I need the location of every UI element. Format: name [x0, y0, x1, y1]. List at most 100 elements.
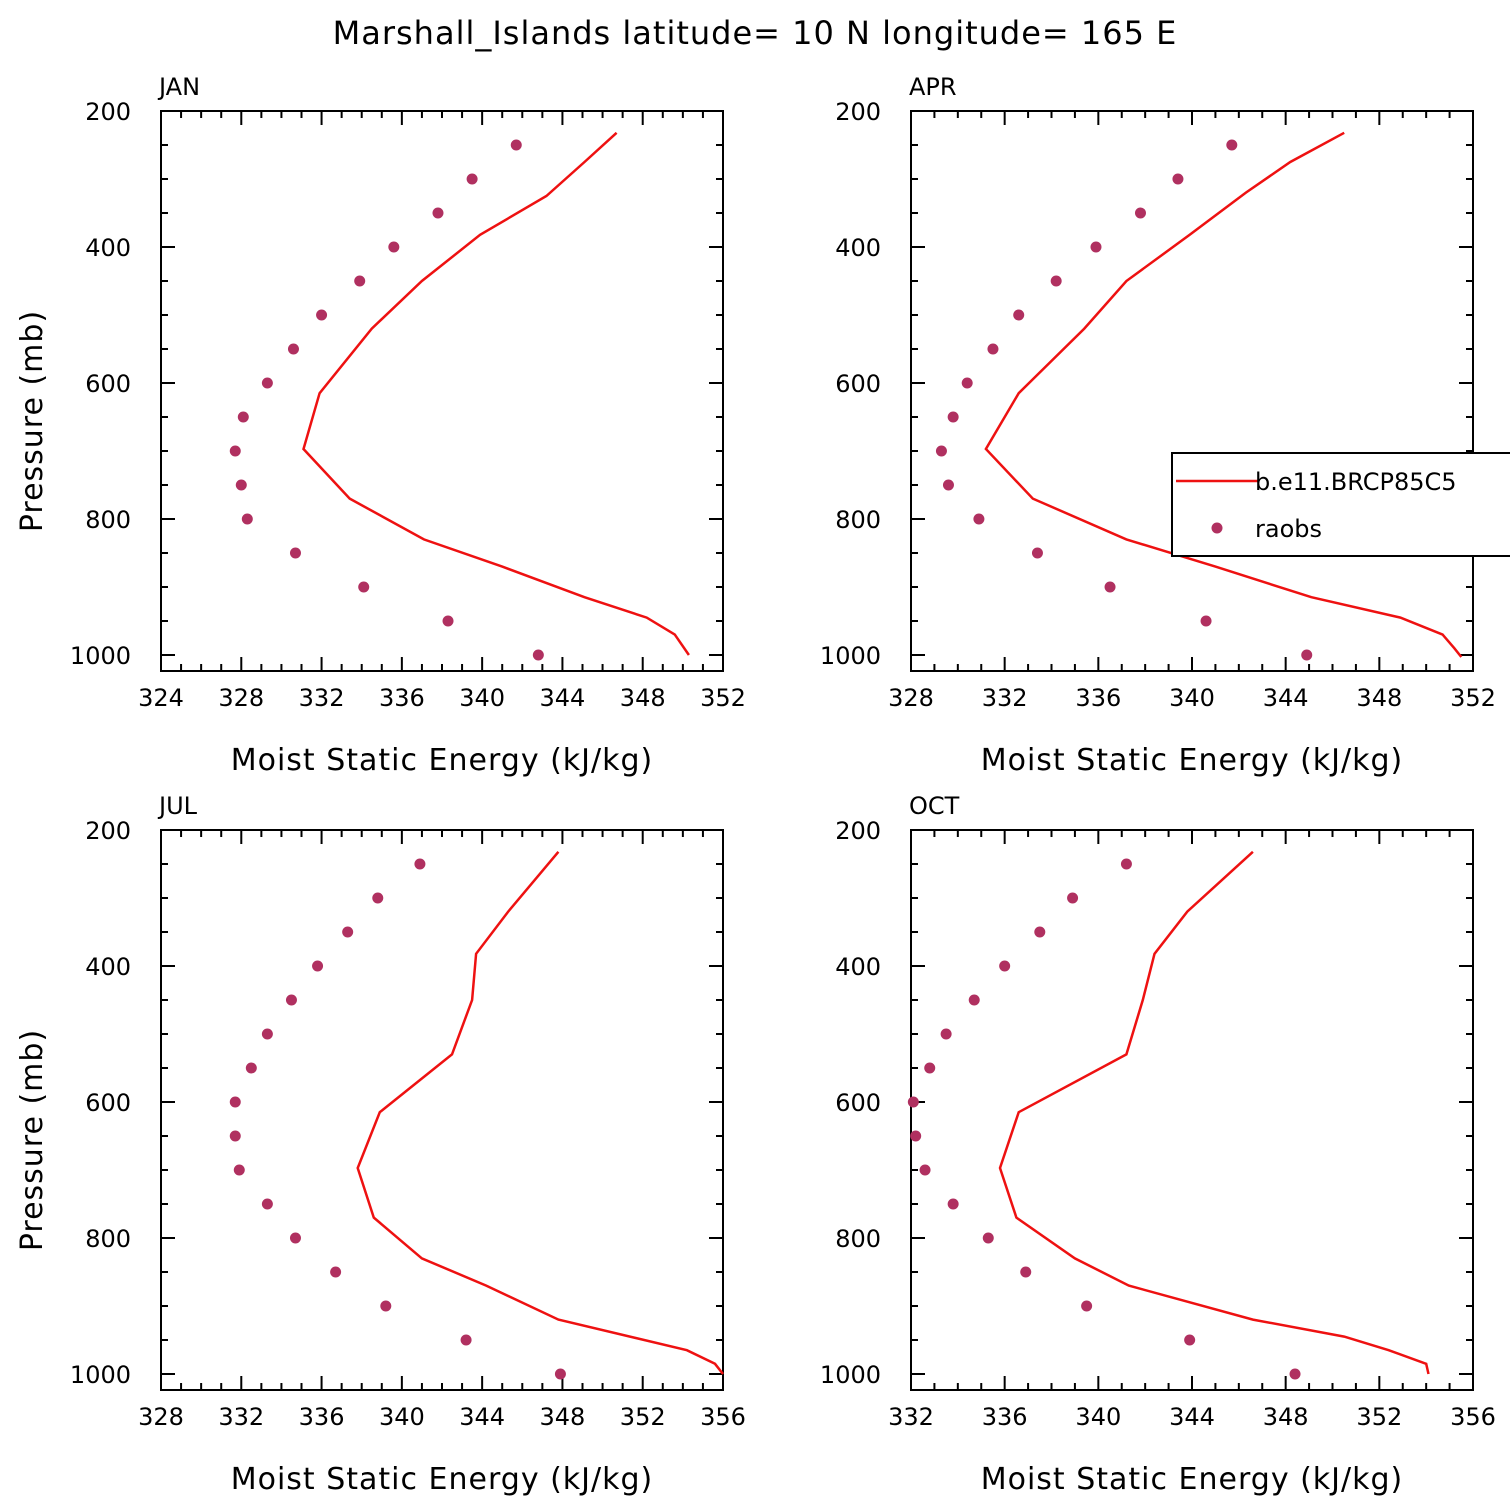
x-tick-label: 336 [982, 1403, 1028, 1431]
x-tick-label: 344 [1169, 1403, 1215, 1431]
y-tick-label: 400 [85, 234, 131, 262]
raobs-point [1184, 1334, 1196, 1346]
y-tick-label: 1000 [70, 642, 131, 670]
x-tick-label: 340 [459, 684, 505, 712]
x-tick-label: 344 [1263, 684, 1309, 712]
x-tick-label: 336 [1075, 684, 1121, 712]
raobs-point [1172, 173, 1184, 185]
raobs-point [261, 1198, 273, 1210]
raobs-point [229, 1096, 241, 1108]
raobs-point [999, 960, 1011, 972]
raobs-point [289, 1232, 301, 1244]
raobs-point [466, 173, 478, 185]
x-tick-label: 348 [620, 684, 666, 712]
panel-label: APR [909, 73, 957, 101]
raobs-point [316, 309, 328, 321]
legend-label-model: b.e11.BRCP85C5 [1255, 468, 1457, 496]
raobs-point [229, 445, 241, 457]
raobs-point [1226, 139, 1238, 151]
y-tick-label: 800 [835, 1225, 881, 1253]
x-tick-label: 332 [888, 1403, 934, 1431]
raobs-point [245, 1062, 257, 1074]
x-tick-label: 348 [1356, 684, 1402, 712]
x-tick-label: 352 [700, 684, 746, 712]
raobs-point [1104, 581, 1116, 593]
x-tick-label: 348 [540, 1403, 586, 1431]
raobs-point [554, 1368, 566, 1380]
raobs-point [380, 1300, 392, 1312]
y-tick-label: 200 [85, 98, 131, 126]
series-line-model [302, 131, 690, 656]
raobs-point [532, 649, 544, 661]
plot-frame [910, 829, 1474, 1391]
raobs-point [907, 1096, 919, 1108]
x-tick-label: 336 [299, 1403, 345, 1431]
x-tick-label: 344 [459, 1403, 505, 1431]
raobs-point [510, 139, 522, 151]
raobs-point [935, 445, 947, 457]
raobs-point [285, 994, 297, 1006]
raobs-point [947, 411, 959, 423]
legend-dot-swatch [1211, 522, 1223, 534]
raobs-point [237, 411, 249, 423]
raobs-point [1067, 892, 1079, 904]
x-axis-title: Moist Static Energy (kJ/kg) [981, 743, 1404, 778]
y-tick-label: 1000 [820, 642, 881, 670]
x-axis-title: Moist Static Energy (kJ/kg) [231, 743, 654, 778]
raobs-point [261, 1028, 273, 1040]
raobs-point [261, 377, 273, 389]
series-line-model [356, 850, 724, 1375]
x-tick-label: 352 [1356, 1403, 1402, 1431]
raobs-point [1289, 1368, 1301, 1380]
raobs-point [968, 994, 980, 1006]
panel-oct: OCT 332 336 340 344 348 352 356 200 400 600 800 1000… [820, 792, 1496, 1497]
raobs-point [388, 241, 400, 253]
raobs-point [372, 892, 384, 904]
y-tick-label: 200 [835, 817, 881, 845]
raobs-point [1081, 1300, 1093, 1312]
legend-label-raobs: raobs [1255, 515, 1322, 543]
x-tick-label: 332 [299, 684, 345, 712]
y-tick-label: 800 [85, 1225, 131, 1253]
y-tick-label: 200 [835, 98, 881, 126]
x-tick-label: 356 [1450, 1403, 1496, 1431]
raobs-point [1020, 1266, 1032, 1278]
panel-label: JUL [157, 792, 198, 820]
plot-frame [160, 110, 724, 672]
panel-apr: APR 328 332 336 340 344 348 352 200 400 600 800 1000… [820, 73, 1510, 778]
x-tick-label: 324 [138, 684, 184, 712]
x-tick-label: 328 [888, 684, 934, 712]
y-axis-title: Pressure (mb) [15, 310, 50, 532]
x-tick-label: 340 [1169, 684, 1215, 712]
raobs-point [1013, 309, 1025, 321]
x-tick-label: 328 [218, 684, 264, 712]
y-tick-label: 400 [835, 953, 881, 981]
panels-group: JAN 324 328 332 336 340 344 348 352 200 400 600 800 1… [15, 73, 1510, 1497]
x-axis-title: Moist Static Energy (kJ/kg) [981, 1462, 1404, 1497]
raobs-point [1031, 547, 1043, 559]
raobs-point [947, 1198, 959, 1210]
x-tick-label: 336 [379, 684, 425, 712]
y-tick-label: 600 [85, 1089, 131, 1117]
raobs-point [924, 1062, 936, 1074]
x-tick-label: 352 [1450, 684, 1496, 712]
raobs-point [910, 1130, 922, 1142]
x-tick-label: 344 [540, 684, 586, 712]
x-tick-label: 340 [1075, 1403, 1121, 1431]
x-tick-label: 348 [1263, 1403, 1309, 1431]
y-tick-label: 200 [85, 817, 131, 845]
x-tick-label: 352 [620, 1403, 666, 1431]
legend-box [1171, 452, 1510, 557]
raobs-point [330, 1266, 342, 1278]
raobs-point [229, 1130, 241, 1142]
raobs-point [1034, 926, 1046, 938]
y-tick-label: 800 [835, 506, 881, 534]
panel-label: OCT [909, 792, 960, 820]
y-tick-label: 1000 [70, 1361, 131, 1389]
raobs-point [342, 926, 354, 938]
x-tick-label: 340 [379, 1403, 425, 1431]
series-line-model [998, 850, 1430, 1375]
legend: b.e11.BRCP85C5 raobs [1171, 452, 1510, 557]
raobs-point [961, 377, 973, 389]
raobs-point [289, 547, 301, 559]
